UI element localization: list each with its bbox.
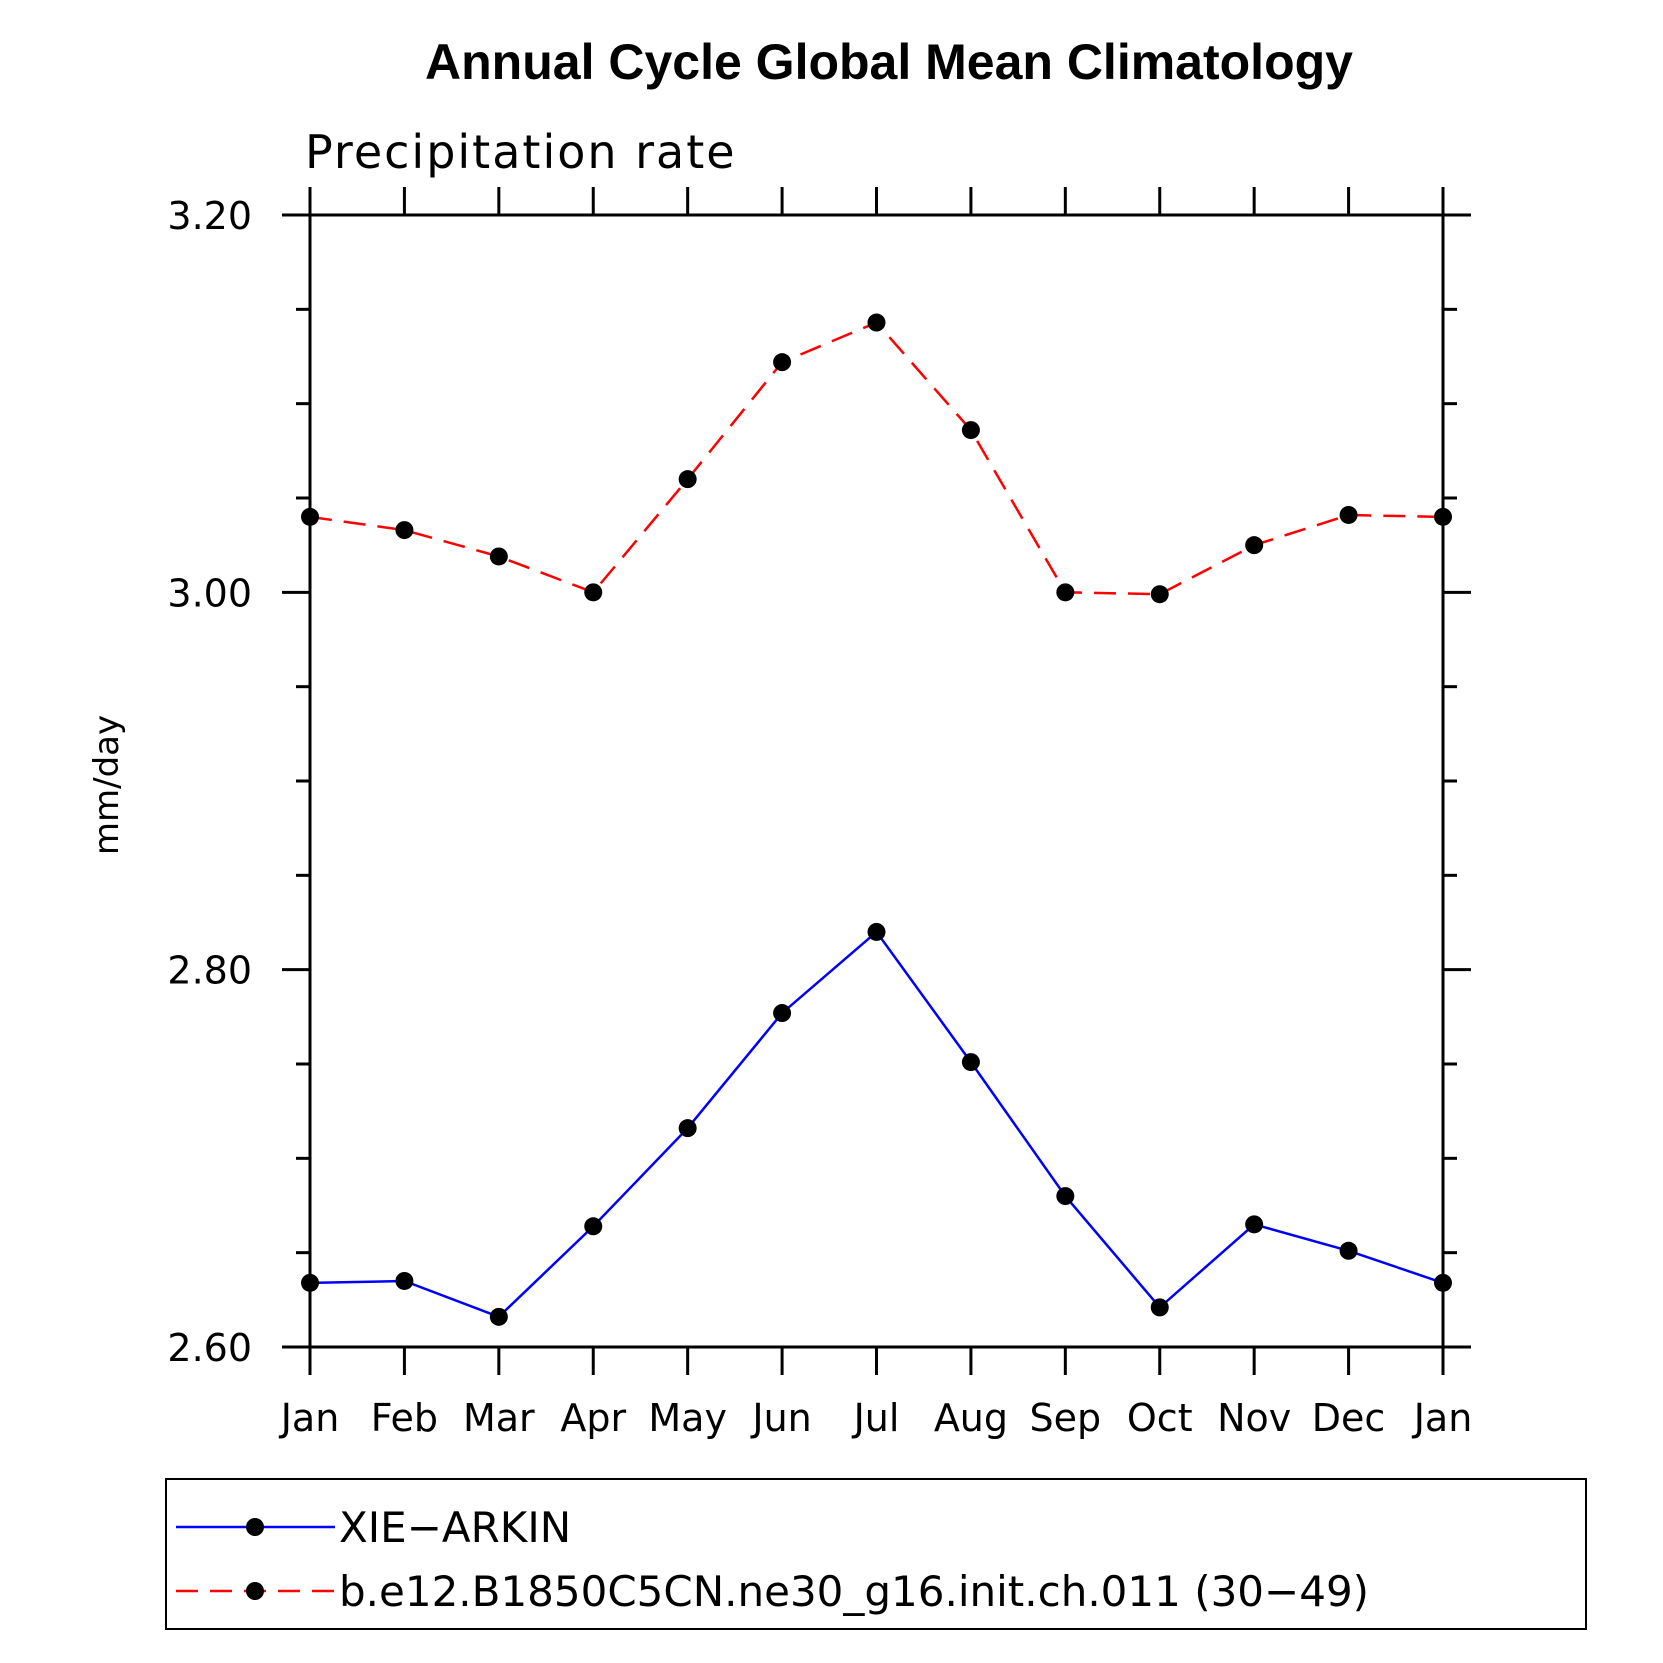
data-point (1339, 505, 1358, 524)
legend-marker-1 (246, 1582, 264, 1600)
x-tick-label: Nov (1217, 1396, 1291, 1440)
legend-label-0: XIE−ARKIN (339, 1503, 571, 1552)
data-point (301, 1273, 319, 1292)
data-point (773, 353, 792, 372)
data-point (301, 507, 319, 526)
plot-frame (308, 213, 1445, 1349)
x-tick-label: Oct (1127, 1396, 1193, 1440)
y-tick-label: 3.00 (167, 571, 252, 615)
x-tick-label: Mar (463, 1396, 535, 1440)
data-point (1056, 1187, 1075, 1206)
data-point (678, 470, 697, 489)
y-tick-label: 3.20 (167, 194, 252, 238)
data-point (1339, 1241, 1358, 1260)
data-point (961, 1053, 980, 1072)
y-axis-label: mm/day (87, 715, 127, 855)
x-tick-label: May (648, 1396, 727, 1440)
data-point (1150, 1298, 1169, 1317)
data-point (584, 1217, 603, 1236)
data-point (1434, 1273, 1452, 1292)
series-line-1 (309, 320, 1444, 596)
legend-marker-0 (246, 1518, 264, 1536)
data-point (395, 1271, 414, 1290)
x-tick-label: Feb (371, 1396, 438, 1440)
chart-subtitle: Precipitation rate (305, 125, 737, 179)
x-tick-label: Jul (852, 1396, 900, 1440)
data-point (1245, 536, 1264, 555)
data-point (395, 521, 414, 540)
y-tick-label: 2.80 (167, 949, 252, 993)
x-tick-label: Sep (1030, 1396, 1102, 1440)
data-point (773, 1004, 792, 1023)
y-tick-label: 2.60 (167, 1326, 252, 1370)
axis-ticks: Jan Feb Mar Apr May Jun Jul Aug Sep Oct Nov Dec Jan 2… (167, 187, 1472, 1440)
legend-label-1: b.e12.B1850C5CN.ne30_g16.init.ch.011 (30… (339, 1567, 1369, 1616)
series-group (301, 313, 1452, 1326)
x-tick-label: Dec (1312, 1396, 1386, 1440)
data-point (1150, 585, 1169, 604)
data-point (489, 1307, 508, 1326)
data-point (867, 313, 886, 332)
data-point (1434, 507, 1452, 526)
data-point (1245, 1215, 1264, 1234)
data-point (678, 1119, 697, 1138)
x-tick-label: Jun (750, 1396, 811, 1440)
legend-entries: XIE−ARKIN b.e12.B1850C5CN.ne30_g16.init.c… (176, 1503, 1369, 1616)
x-tick-label: Jan (1412, 1396, 1473, 1440)
data-point (1056, 583, 1075, 602)
legend: XIE−ARKIN b.e12.B1850C5CN.ne30_g16.init.c… (165, 1478, 1587, 1630)
legend-box (165, 1478, 1587, 1630)
x-tick-label: Jan (279, 1396, 340, 1440)
data-point (489, 547, 508, 566)
series-line-0 (309, 930, 1444, 1319)
data-point (961, 421, 980, 440)
chart-title: Annual Cycle Global Mean Climatology (425, 34, 1353, 90)
x-tick-label: Aug (934, 1396, 1008, 1440)
data-point (584, 583, 603, 602)
x-tick-label: Apr (560, 1396, 626, 1440)
data-point (867, 922, 886, 941)
